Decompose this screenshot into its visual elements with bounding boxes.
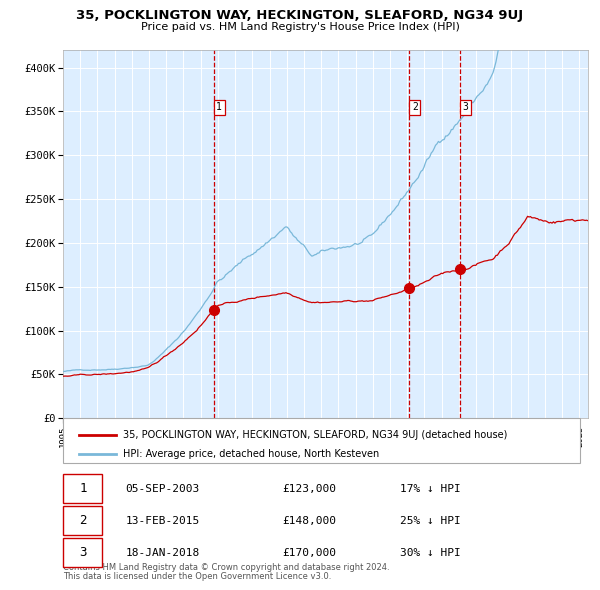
Text: 35, POCKLINGTON WAY, HECKINGTON, SLEAFORD, NG34 9UJ: 35, POCKLINGTON WAY, HECKINGTON, SLEAFOR… [76,9,524,22]
Text: 2: 2 [79,514,86,527]
Text: 18-JAN-2018: 18-JAN-2018 [125,548,200,558]
Text: 3: 3 [79,546,86,559]
Text: 35, POCKLINGTON WAY, HECKINGTON, SLEAFORD, NG34 9UJ (detached house): 35, POCKLINGTON WAY, HECKINGTON, SLEAFOR… [124,430,508,440]
Text: 25% ↓ HPI: 25% ↓ HPI [400,516,461,526]
Text: Price paid vs. HM Land Registry's House Price Index (HPI): Price paid vs. HM Land Registry's House … [140,22,460,32]
Text: 1: 1 [79,482,86,495]
Text: £148,000: £148,000 [283,516,337,526]
Text: 05-SEP-2003: 05-SEP-2003 [125,484,200,494]
Text: £170,000: £170,000 [283,548,337,558]
Text: 30% ↓ HPI: 30% ↓ HPI [400,548,461,558]
Text: 2: 2 [412,102,418,112]
Text: HPI: Average price, detached house, North Kesteven: HPI: Average price, detached house, Nort… [124,449,380,459]
Text: 13-FEB-2015: 13-FEB-2015 [125,516,200,526]
Text: 3: 3 [463,102,468,112]
Text: This data is licensed under the Open Government Licence v3.0.: This data is licensed under the Open Gov… [63,572,331,581]
Text: 1: 1 [216,102,222,112]
Text: Contains HM Land Registry data © Crown copyright and database right 2024.: Contains HM Land Registry data © Crown c… [63,563,389,572]
Text: 17% ↓ HPI: 17% ↓ HPI [400,484,461,494]
Text: £123,000: £123,000 [283,484,337,494]
